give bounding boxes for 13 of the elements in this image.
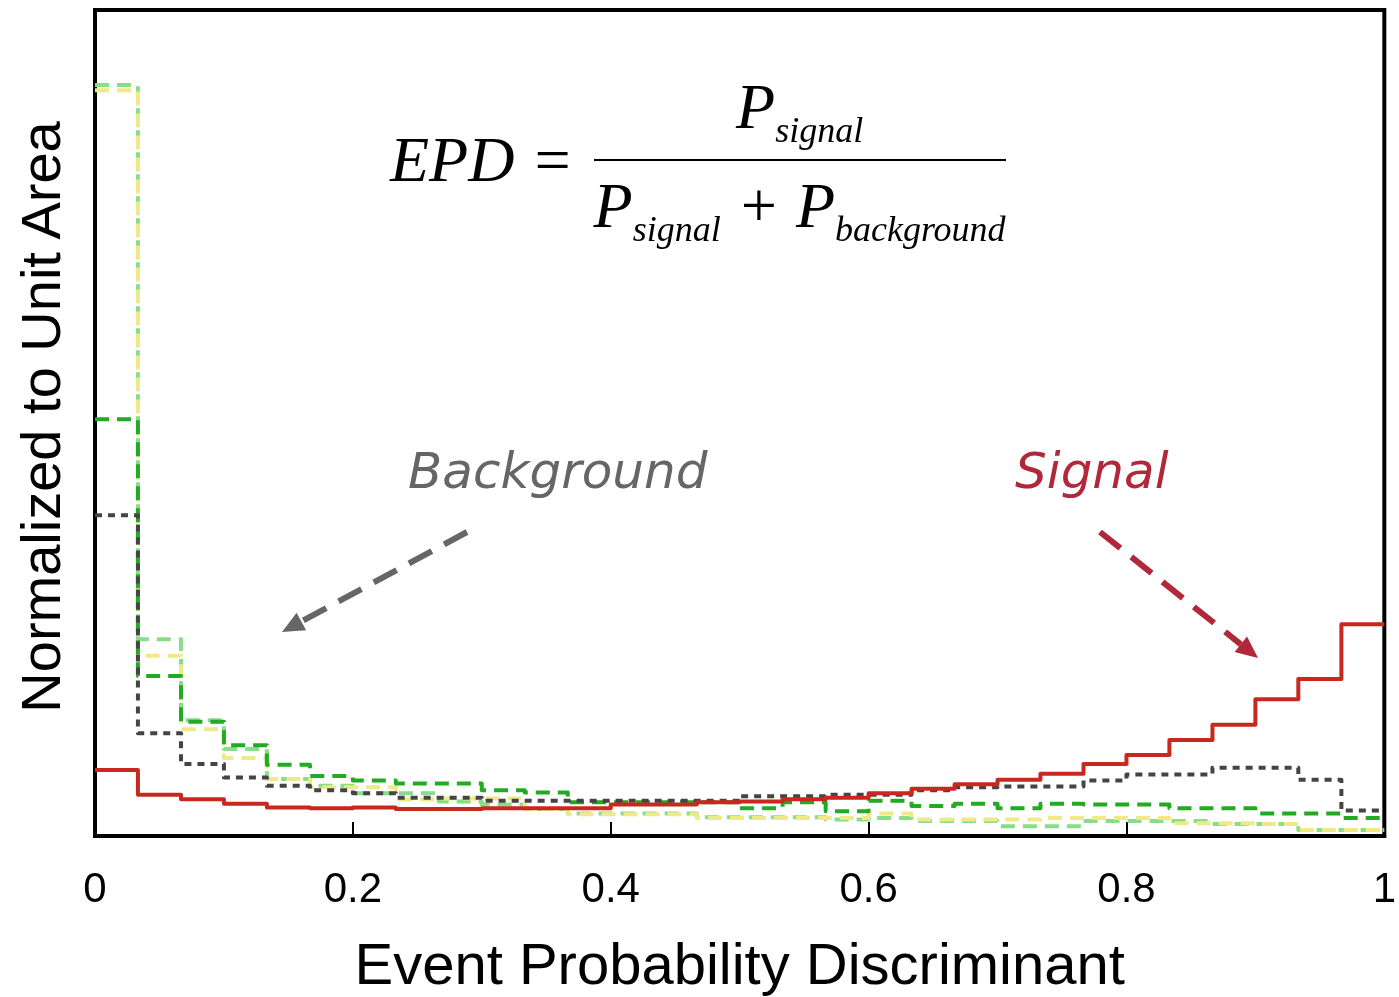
annotation: EPD = xyxy=(390,123,574,197)
annotation: Background xyxy=(408,442,708,500)
x-tick-label: 0.4 xyxy=(581,863,640,911)
x-tick-label: 0.2 xyxy=(323,863,383,911)
annotation: P$_{signal}$ xyxy=(734,70,865,152)
x-tick-label: 0.6 xyxy=(839,863,898,911)
y-axis-title: Normalized to Unit Area xyxy=(8,120,72,713)
x-tick-label: 0.8 xyxy=(1097,863,1156,911)
x-axis-title: Event Probability Discriminant xyxy=(354,930,1125,996)
x-tick-label: 1 xyxy=(1372,863,1396,911)
x-tick-label: 0 xyxy=(83,863,107,911)
annotation: P$_{signal}$ + P$_{background}$ xyxy=(593,169,1006,250)
annotation: Signal xyxy=(1015,442,1169,500)
